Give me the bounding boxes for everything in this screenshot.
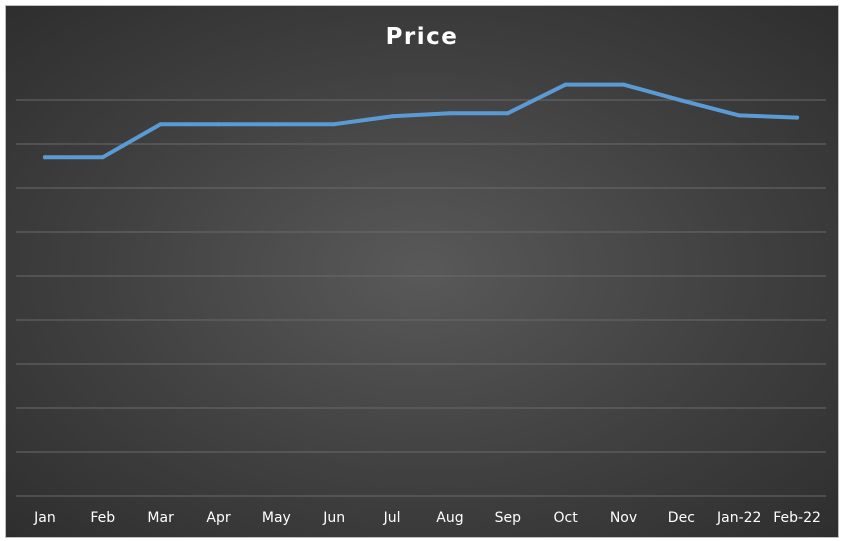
x-tick-label: May: [262, 510, 291, 526]
x-tick-label: Mar: [147, 510, 174, 526]
data-point: [100, 155, 105, 160]
data-point: [795, 115, 800, 120]
chart-area: Price Jan Feb Mar Apr May Jun Jul Aug Sep Oct Nov D…: [5, 5, 839, 538]
x-tick-label: Feb: [90, 510, 115, 526]
data-point: [505, 111, 510, 116]
x-tick-label: Nov: [610, 510, 637, 526]
data-point: [621, 82, 626, 87]
chart-title: Price: [385, 24, 459, 50]
x-tick-label: Jan: [33, 510, 56, 526]
data-point: [563, 82, 568, 87]
data-point: [216, 122, 221, 127]
x-axis-tick-labels: Jan Feb Mar Apr May Jun Jul Aug Sep Oct Nov Dec Jan-…: [33, 510, 821, 526]
x-tick-label: Oct: [554, 510, 579, 526]
x-tick-label: Jul: [383, 510, 401, 526]
x-tick-label: Feb-22: [773, 510, 821, 526]
data-point: [679, 98, 684, 103]
x-tick-label: Jan-22: [716, 510, 761, 526]
data-point: [390, 114, 395, 119]
x-tick-label: Apr: [206, 510, 230, 526]
data-point: [332, 122, 337, 127]
plot-area: Jan Feb Mar Apr May Jun Jul Aug Sep Oct Nov Dec Jan-…: [16, 82, 826, 526]
gridlines: [16, 99, 826, 497]
x-tick-label: Jun: [322, 510, 345, 526]
x-tick-label: Sep: [495, 510, 522, 526]
data-point: [274, 122, 279, 127]
x-tick-label: Aug: [436, 510, 463, 526]
data-point: [447, 111, 452, 116]
series-line-price: [42, 82, 800, 160]
data-point: [42, 155, 47, 160]
data-point: [158, 122, 163, 127]
data-point: [737, 113, 742, 118]
x-tick-label: Dec: [668, 510, 695, 526]
